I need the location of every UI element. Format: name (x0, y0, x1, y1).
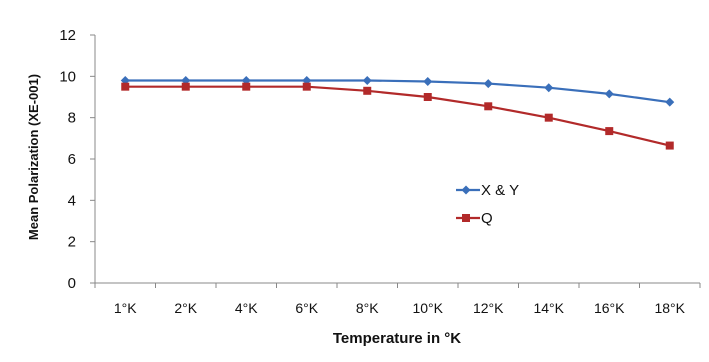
legend-item: X & Y (456, 182, 519, 199)
data-point (483, 79, 493, 89)
x-tick-label: 10°K (412, 300, 443, 316)
data-point (181, 82, 190, 91)
data-point (665, 141, 674, 150)
data-point (302, 82, 311, 91)
x-tick-label: 1°K (114, 300, 137, 316)
y-tick-label: 6 (68, 151, 76, 168)
series-line (125, 85, 671, 147)
x-tick-label: 6°K (295, 300, 318, 316)
x-axis-title: Temperature in °K (333, 330, 461, 347)
data-point (605, 127, 614, 136)
y-tick-label: 0 (68, 275, 76, 292)
y-axis-ticks: 0 2 4 6 8 10 12 (59, 27, 95, 292)
x-tick-label: 2°K (174, 300, 197, 316)
series-line (125, 79, 670, 104)
legend-marker (462, 214, 470, 222)
y-axis-title: Mean Polarization (XE-001) (26, 74, 41, 240)
x-tick-label: 4°K (235, 300, 258, 316)
x-tick-label: 12°K (473, 300, 504, 316)
data-point (544, 113, 553, 122)
data-point (423, 93, 432, 101)
x-axis-ticks: 1°K 2°K 4°K 6°K 8°K 10°K 12°K 14°K 16°K 18°K (94, 283, 701, 316)
y-tick-label: 2 (68, 234, 76, 251)
legend-label: X & Y (481, 182, 519, 199)
x-tick-label: 8°K (356, 300, 379, 316)
data-point (121, 82, 130, 91)
y-tick-label: 12 (59, 27, 76, 44)
legend-marker (461, 185, 471, 195)
data-point (242, 82, 251, 91)
legend-label: Q (481, 210, 493, 227)
series-2 (121, 82, 674, 150)
x-tick-label: 14°K (533, 300, 564, 316)
series-layer (120, 75, 675, 150)
y-tick-label: 10 (59, 68, 76, 85)
y-tick-label: 8 (68, 110, 76, 127)
y-tick-label: 4 (68, 192, 76, 209)
data-point (363, 86, 372, 95)
series-1 (120, 75, 675, 107)
data-point (604, 89, 614, 99)
data-point (544, 83, 554, 93)
x-tick-label: 18°K (654, 300, 685, 316)
x-tick-label: 16°K (594, 300, 625, 316)
data-point (423, 77, 433, 86)
legend-item: Q (456, 210, 493, 227)
data-point (484, 102, 493, 111)
data-point (362, 75, 372, 85)
data-point (665, 97, 675, 107)
legend: X & Y Q (456, 182, 519, 227)
